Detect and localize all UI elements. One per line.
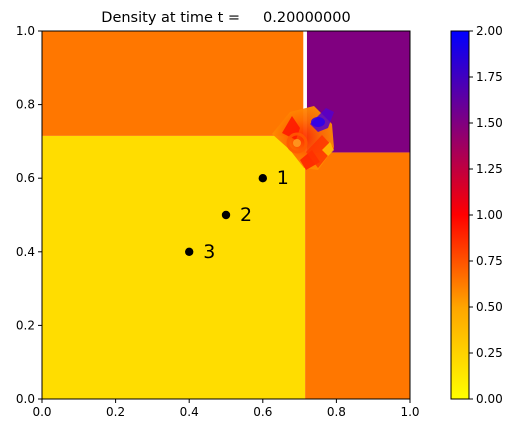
colorbar-ticks: 0.00 0.25 0.50 0.75 1.00 1.25 1.50 1.75 2.00	[469, 24, 503, 406]
colorbar-tick-label: 1.50	[476, 116, 503, 130]
probe-points: 1 2 3	[185, 167, 289, 263]
plot-frame	[41, 30, 411, 400]
x-tick-label: 0.8	[327, 405, 346, 419]
probe-point-1	[258, 174, 267, 183]
x-tick-label: 0.0	[32, 405, 51, 419]
colorbar: 0.00 0.25 0.50 0.75 1.00 1.25 1.50 1.75 2.00	[450, 24, 503, 406]
probe-point-2	[221, 210, 231, 220]
colorbar-tick-label: 0.75	[476, 254, 503, 268]
y-tick-label: 0.2	[16, 318, 35, 332]
probe-point-3	[185, 247, 194, 256]
y-tick-label: 0.4	[16, 245, 35, 259]
probe-label-3: 3	[203, 241, 215, 263]
chart-title: Density at time t = 0.20000000	[101, 10, 350, 26]
y-tick-label: 1.0	[16, 24, 35, 38]
y-tick-label: 0.8	[16, 98, 35, 112]
blue-core	[311, 117, 325, 127]
x-tick-label: 1.0	[400, 405, 419, 419]
y-tick-label: 0.6	[16, 171, 35, 185]
region-top-left	[42, 31, 304, 136]
x-tick-label: 0.6	[253, 405, 272, 419]
x-tick-label: 0.4	[180, 405, 199, 419]
colorbar-tick-label: 1.75	[476, 70, 503, 84]
y-axis: 0.0 0.2 0.4 0.6 0.8 1.0	[16, 24, 42, 406]
colorbar-tick-label: 0.50	[476, 300, 503, 314]
vortex-ring	[286, 132, 308, 154]
interaction-zone	[272, 106, 334, 170]
plot-area: 1 2 3	[42, 31, 410, 399]
y-tick-label: 0.0	[16, 392, 35, 406]
probe-label-2: 2	[240, 204, 252, 226]
probe-label-1: 1	[277, 167, 289, 189]
colorbar-tick-label: 2.00	[476, 24, 503, 38]
x-axis: 0.0 0.2 0.4 0.6 0.8 1.0	[32, 399, 420, 419]
colorbar-tick-label: 0.00	[476, 392, 503, 406]
x-tick-label: 0.2	[106, 405, 125, 419]
colorbar-gradient	[451, 31, 469, 399]
region-bottom-right	[305, 152, 410, 399]
red-shock-right	[306, 135, 334, 168]
vortex-core	[293, 139, 301, 147]
colorbar-tick-label: 0.25	[476, 346, 503, 360]
yellow-edge-artifact	[322, 142, 334, 156]
colorbar-tick-label: 1.25	[476, 162, 503, 176]
colorbar-tick-label: 1.00	[476, 208, 503, 222]
